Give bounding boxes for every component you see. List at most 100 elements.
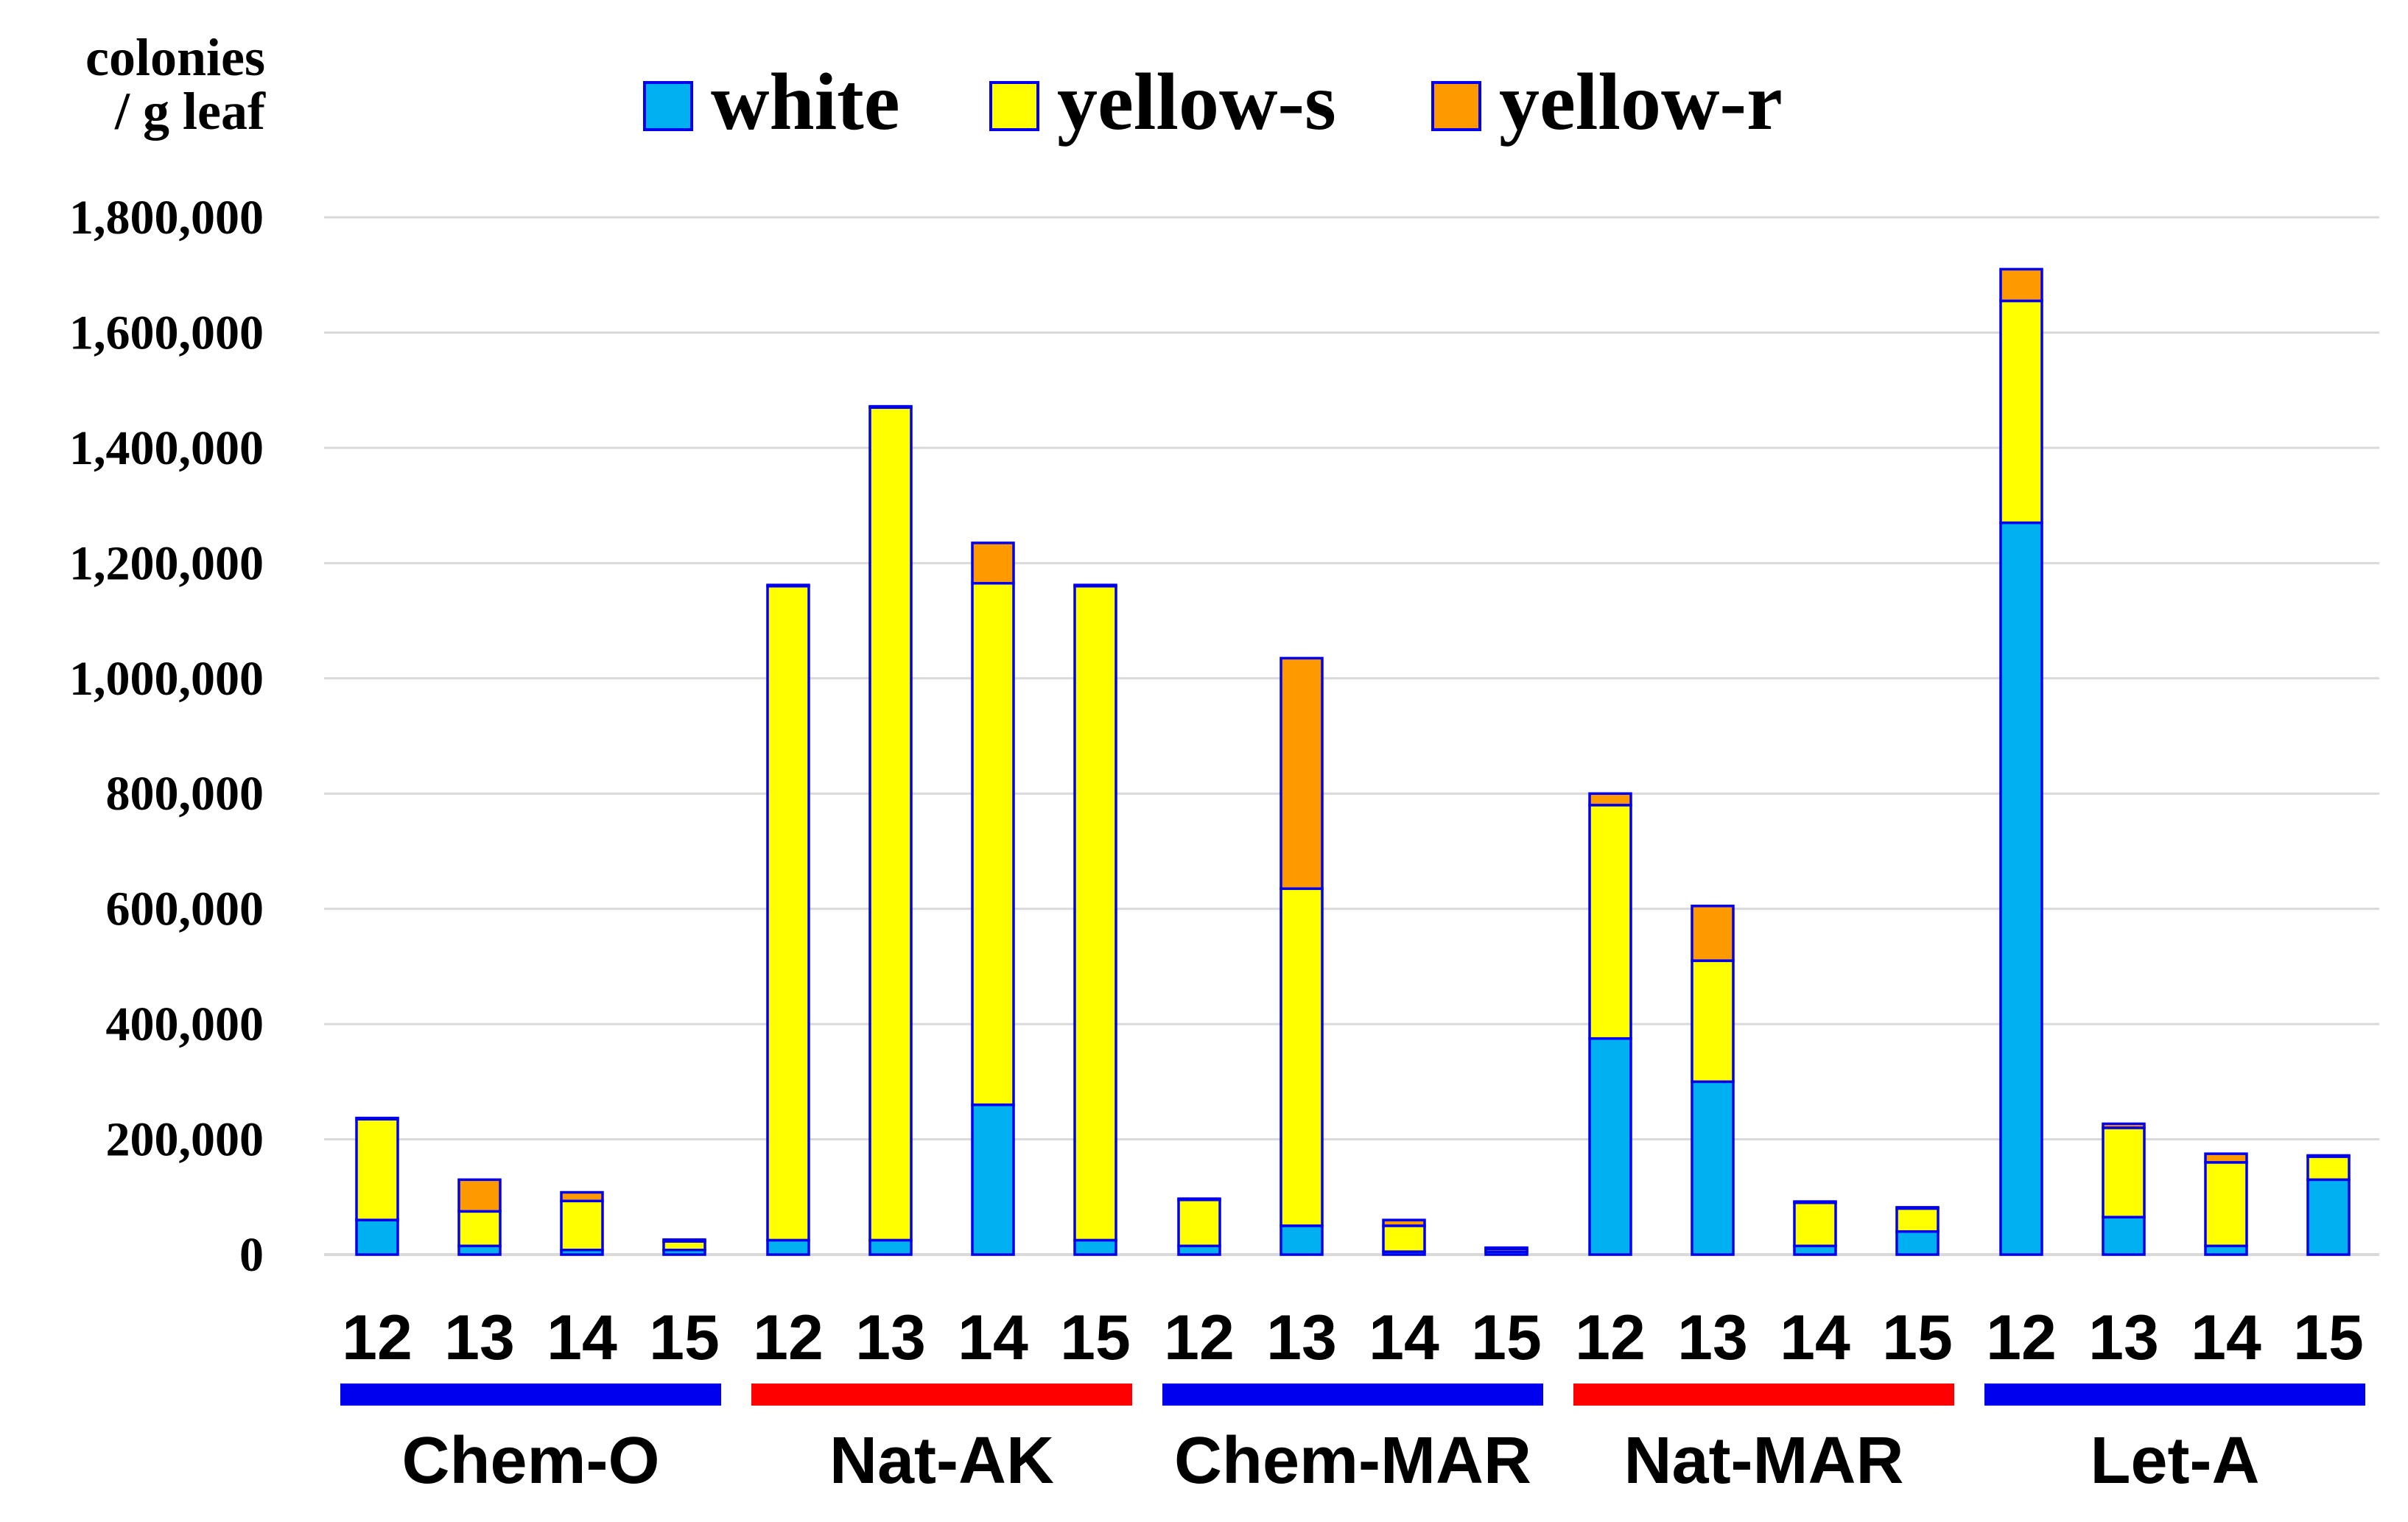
x-axis: 12 13 14 15 12 13 14 15 12 13 14 15 12 13 14 15 12 13 14 15… bbox=[340, 1302, 2365, 1498]
bar-segment-white bbox=[1588, 1037, 1632, 1256]
x-tick-label: 14 bbox=[547, 1302, 617, 1373]
bar-segment-yellow-s bbox=[1793, 1201, 1837, 1248]
bar-segment-white bbox=[766, 1238, 810, 1256]
bar-segment-yellow-r bbox=[1177, 1197, 1221, 1202]
bar-segment-yellow-s bbox=[2102, 1126, 2146, 1218]
x-tick-label: 12 bbox=[1986, 1302, 2057, 1373]
bar-segment-white bbox=[2204, 1244, 2248, 1256]
bar-segment-yellow-r bbox=[457, 1178, 502, 1213]
legend-swatch-yellow-r bbox=[1431, 81, 1481, 131]
x-tick-label: 15 bbox=[1471, 1302, 1542, 1373]
bar-segment-yellow-s bbox=[457, 1210, 502, 1248]
bar-segment-yellow-s bbox=[1073, 584, 1117, 1242]
y-tick-label: 1,800,000 bbox=[69, 191, 264, 245]
group-label: Let-A bbox=[2091, 1424, 2260, 1498]
group-underline-bar bbox=[1984, 1384, 2365, 1406]
bar-segment-yellow-r bbox=[1691, 905, 1735, 962]
bar-segment-yellow-r bbox=[1382, 1218, 1426, 1227]
y-tick-label: 1,200,000 bbox=[69, 536, 264, 590]
y-axis-title-line: / g leaf bbox=[114, 82, 266, 141]
y-tick-label: 1,400,000 bbox=[69, 421, 264, 475]
bar-segment-yellow-s bbox=[355, 1118, 399, 1221]
x-tick-label: 12 bbox=[342, 1302, 413, 1373]
bar-segment-white bbox=[2306, 1178, 2351, 1256]
bar-segment-white bbox=[457, 1244, 502, 1256]
group-underline-bar bbox=[751, 1384, 1132, 1406]
bar-segment-yellow-r bbox=[1793, 1200, 1837, 1204]
bar-segment-yellow-s bbox=[1177, 1198, 1221, 1248]
y-tick-label: 0 bbox=[239, 1228, 264, 1282]
bar-segment-yellow-r bbox=[2102, 1122, 2146, 1129]
bar-segment-yellow-r bbox=[2204, 1152, 2248, 1164]
bar-segment-yellow-s bbox=[1895, 1207, 1940, 1233]
gridlines bbox=[324, 216, 2379, 1256]
group-label: Chem-O bbox=[401, 1424, 659, 1498]
bar-segment-yellow-r bbox=[355, 1116, 399, 1121]
bar-segment-yellow-s bbox=[560, 1199, 604, 1252]
bar-segment-white bbox=[1280, 1224, 1324, 1256]
x-tick-label: 12 bbox=[1164, 1302, 1235, 1373]
group-label: Nat-MAR bbox=[1624, 1424, 1904, 1498]
bar-segment-yellow-r bbox=[2306, 1154, 2351, 1158]
bar-segment-white bbox=[1895, 1230, 1940, 1256]
x-tick-label: 14 bbox=[958, 1302, 1028, 1373]
y-tick-label: 600,000 bbox=[106, 883, 264, 936]
bar-segment-yellow-s bbox=[868, 406, 913, 1242]
bar-segment-yellow-r bbox=[1073, 583, 1117, 588]
bar-segment-yellow-s bbox=[766, 584, 810, 1242]
bar-segment-yellow-s bbox=[1588, 804, 1632, 1040]
bar-segment-yellow-r bbox=[1588, 792, 1632, 807]
bar-segment-white bbox=[1999, 521, 2043, 1256]
bar-segment-white bbox=[2102, 1216, 2146, 1256]
x-tick-label: 15 bbox=[649, 1302, 720, 1373]
bar-segment-yellow-s bbox=[1999, 299, 2043, 525]
bar-segment-yellow-s bbox=[1280, 887, 1324, 1227]
bar-segment-white bbox=[1073, 1238, 1117, 1256]
x-tick-label: 13 bbox=[855, 1302, 926, 1373]
y-tick-label: 400,000 bbox=[106, 997, 264, 1051]
group-label: Chem-MAR bbox=[1174, 1424, 1531, 1498]
bar-segment-yellow-r bbox=[1999, 267, 2043, 303]
legend-swatch-white bbox=[643, 81, 693, 131]
bar-segment-yellow-r bbox=[1895, 1206, 1940, 1210]
x-tick-label: 13 bbox=[1266, 1302, 1337, 1373]
bar-segment-yellow-r bbox=[971, 541, 1015, 585]
y-tick-label: 200,000 bbox=[106, 1113, 264, 1167]
bar-segment-yellow-s bbox=[2306, 1155, 2351, 1182]
x-tick-label: 13 bbox=[444, 1302, 515, 1373]
legend-label: white bbox=[711, 57, 900, 147]
legend-label: yellow-r bbox=[1499, 57, 1783, 147]
bars bbox=[355, 267, 2351, 1256]
bar-segment-white bbox=[1691, 1080, 1735, 1256]
bar-segment-yellow-s bbox=[1382, 1224, 1426, 1253]
bar-segment-yellow-r bbox=[1280, 656, 1324, 891]
y-axis: 0 200,000 400,000 600,000 800,000 1,000,000 1,… bbox=[69, 191, 264, 1282]
bar-segment-yellow-s bbox=[2204, 1161, 2248, 1248]
bar-segment-white bbox=[971, 1103, 1015, 1256]
legend: white yellow-s yellow-r bbox=[643, 57, 1783, 147]
bar-segment-yellow-r bbox=[1484, 1246, 1528, 1250]
y-axis-title: colonies/ g leaf bbox=[85, 28, 266, 141]
y-tick-label: 1,600,000 bbox=[69, 306, 264, 360]
x-tick-label: 15 bbox=[1882, 1302, 1953, 1373]
bar-segment-yellow-r bbox=[560, 1190, 604, 1203]
y-axis-title-line: colonies bbox=[85, 28, 265, 87]
x-tick-label: 12 bbox=[1575, 1302, 1646, 1373]
bar-segment-white bbox=[1177, 1244, 1221, 1256]
group-label: Nat-AK bbox=[829, 1424, 1054, 1498]
bar-segment-yellow-r bbox=[868, 404, 913, 409]
bar-segment-yellow-s bbox=[971, 581, 1015, 1107]
x-tick-label: 13 bbox=[1677, 1302, 1748, 1373]
group-underline-bar bbox=[340, 1384, 721, 1406]
x-tick-label: 13 bbox=[2088, 1302, 2159, 1373]
group-underline-bar bbox=[1162, 1384, 1543, 1406]
x-tick-label: 15 bbox=[2293, 1302, 2364, 1373]
group-underline-bar bbox=[1573, 1384, 1954, 1406]
bar-segment-yellow-r bbox=[662, 1238, 706, 1243]
x-tick-label: 12 bbox=[753, 1302, 824, 1373]
bar-segment-white bbox=[355, 1218, 399, 1256]
x-tick-label: 14 bbox=[1780, 1302, 1850, 1373]
bar-segment-white bbox=[868, 1238, 913, 1256]
